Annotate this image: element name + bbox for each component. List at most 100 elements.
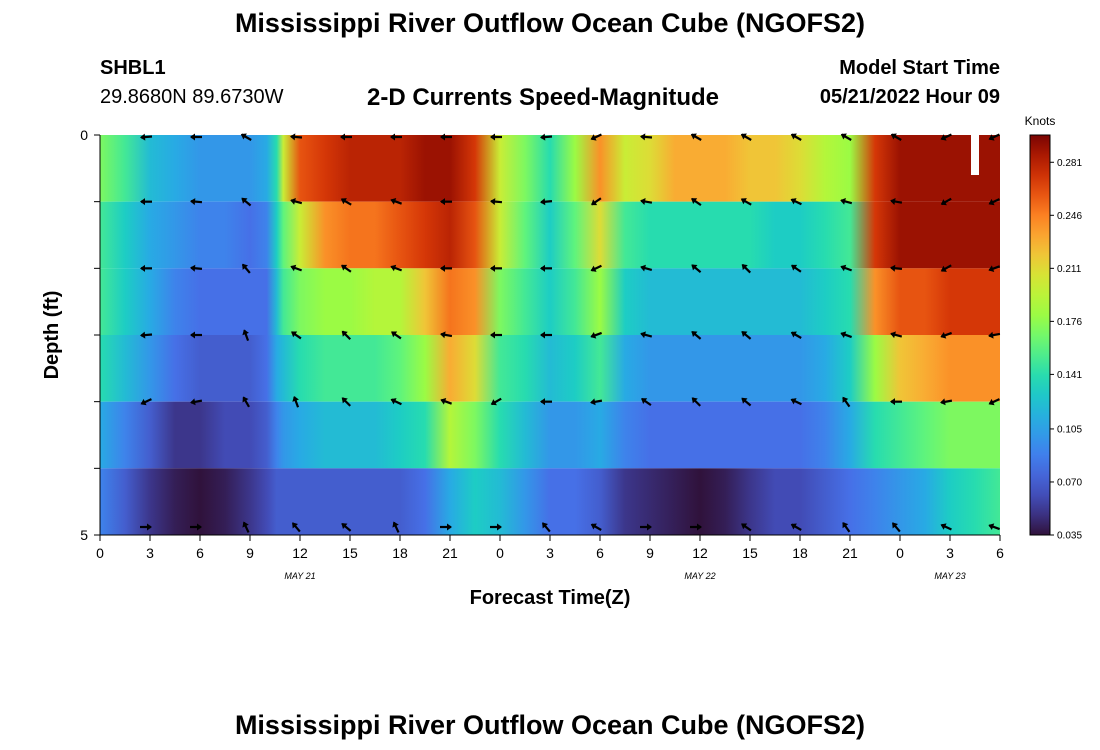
current-vector-arrow (842, 522, 851, 533)
current-vector-arrow (791, 264, 802, 273)
current-vector-arrow (988, 331, 1001, 339)
bottom-chart-title: Mississippi River Outflow Ocean Cube (NG… (234, 710, 866, 740)
current-vector-arrow (890, 331, 903, 339)
x-tick-label: 6 (196, 545, 204, 561)
current-vector-arrow (940, 523, 952, 531)
current-vector-arrow (840, 198, 853, 205)
current-vector-arrow (290, 264, 303, 272)
current-vector-arrow (741, 330, 752, 340)
current-vector-arrow (190, 264, 203, 272)
current-vector-arrow (541, 522, 551, 533)
x-tick-label: 12 (292, 545, 308, 561)
current-vector-arrow (341, 522, 352, 532)
heatmap-layer-4 (100, 401, 1000, 469)
current-vector-arrow (842, 396, 851, 408)
current-vector-arrow (988, 198, 1000, 206)
current-vector-arrow (490, 198, 503, 206)
current-vector-arrow (290, 198, 303, 205)
current-vector-arrow (840, 331, 853, 339)
current-vector-arrow (390, 133, 402, 141)
current-vector-arrow (390, 264, 403, 272)
colorbar-tick-label: 0.281 (1057, 158, 1082, 169)
current-vector-arrow (341, 397, 352, 407)
colorbar-tick-label: 0.105 (1057, 424, 1082, 435)
x-tick-label: 21 (442, 545, 458, 561)
current-vector-arrow (440, 331, 453, 339)
current-vector-arrow (190, 198, 203, 206)
current-vector-arrow (390, 198, 403, 205)
x-tick-label: 9 (646, 545, 654, 561)
model-start-label: Model Start Time (839, 57, 1000, 79)
x-axis-title: Forecast Time(Z) (470, 587, 631, 609)
current-vector-arrow (890, 198, 903, 205)
current-vector-arrow (640, 264, 653, 272)
current-vector-arrow (242, 329, 250, 342)
current-vector-arrow (790, 523, 802, 531)
colorbar-tick-label: 0.070 (1057, 477, 1082, 488)
current-vector-arrow (490, 331, 502, 339)
current-vector-arrow (540, 331, 552, 339)
colorbar-tick-label: 0.035 (1057, 531, 1082, 542)
y-axis-title: Depth (ft) (41, 291, 63, 380)
date-label: MAY 23 (934, 571, 965, 581)
current-vector-arrow (240, 133, 252, 141)
current-vector-arrow (691, 330, 702, 340)
current-vector-arrow (291, 522, 301, 533)
current-vector-arrow (540, 264, 552, 272)
current-vector-arrow (242, 396, 250, 408)
current-vector-arrow (392, 521, 400, 533)
x-tick-label: 3 (546, 545, 554, 561)
current-vector-arrow (440, 398, 453, 405)
current-vector-arrow (140, 264, 152, 272)
x-tick-label: 3 (146, 545, 154, 561)
current-vector-arrow (891, 522, 901, 533)
current-vector-arrow (490, 523, 502, 531)
current-vector-arrow (440, 198, 452, 206)
current-vector-arrow (591, 197, 602, 206)
station-coordinates: 29.8680N 89.6730W (100, 86, 284, 108)
current-vector-arrow (790, 133, 802, 141)
current-vector-arrow (988, 133, 1000, 141)
current-vector-arrow (988, 265, 1001, 272)
x-tick-label: 6 (996, 545, 1004, 561)
heatmap-layer-2 (100, 268, 1000, 335)
x-tick-label: 15 (342, 545, 358, 561)
current-vector-arrow (290, 133, 303, 141)
x-tick-label: 21 (842, 545, 858, 561)
current-vector-arrow (190, 331, 202, 339)
current-vector-arrow (241, 263, 251, 274)
heatmap-layer-0 (100, 135, 1000, 202)
current-vector-arrow (242, 521, 250, 533)
x-tick-label: 0 (96, 545, 104, 561)
current-vector-arrow (390, 398, 402, 406)
current-vector-arrow (140, 133, 153, 141)
current-vector-arrow (690, 133, 702, 141)
current-vector-arrow (940, 197, 952, 206)
current-vector-arrow (291, 331, 302, 340)
current-vector-arrow (440, 264, 452, 272)
x-tick-label: 3 (946, 545, 954, 561)
current-vector-arrow (691, 197, 702, 207)
current-vector-arrow (940, 331, 953, 339)
colorbar (1029, 134, 1051, 536)
current-vector-arrow (740, 198, 752, 206)
x-tick-label: 18 (392, 545, 408, 561)
x-tick-label: 15 (742, 545, 758, 561)
current-vector-arrow (890, 398, 902, 406)
colorbar-tick-label: 0.211 (1057, 264, 1082, 275)
current-vector-arrow (940, 133, 952, 141)
current-vector-arrow (140, 198, 152, 206)
current-vector-arrow (740, 133, 752, 141)
current-vector-arrow (490, 133, 502, 141)
current-vector-arrow (490, 397, 502, 406)
current-vector-arrow (640, 198, 653, 205)
current-vector-arrow (741, 397, 752, 407)
current-vector-arrow (140, 331, 153, 339)
current-vector-arrow (391, 331, 402, 340)
current-vector-arrow (840, 264, 853, 272)
colorbar-tick-label: 0.141 (1057, 370, 1082, 381)
heatmap-layer-1 (100, 201, 1000, 269)
x-tick-label: 0 (496, 545, 504, 561)
colorbar-tick-label: 0.176 (1057, 317, 1082, 328)
